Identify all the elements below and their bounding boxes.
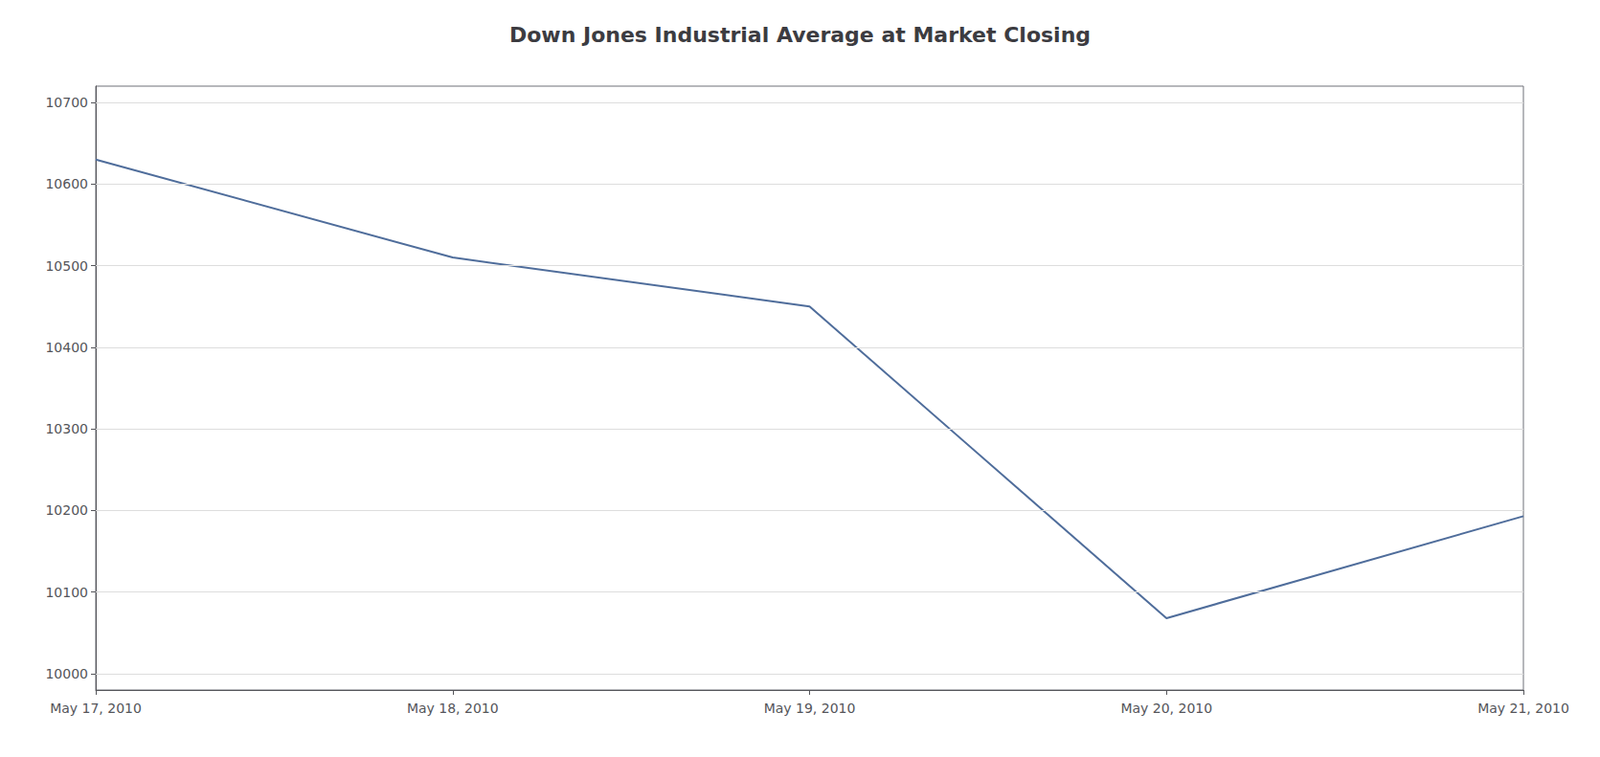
- svg-text:10400: 10400: [45, 339, 89, 356]
- svg-text:Down Jones Industrial Average: Down Jones Industrial Average at Market …: [509, 22, 1091, 47]
- svg-text:May 20, 2010: May 20, 2010: [1120, 700, 1213, 717]
- svg-text:10600: 10600: [45, 176, 89, 192]
- svg-text:10200: 10200: [45, 502, 89, 519]
- svg-text:10100: 10100: [45, 585, 89, 601]
- svg-text:May 17, 2010: May 17, 2010: [49, 700, 142, 717]
- svg-text:10500: 10500: [45, 258, 89, 274]
- svg-text:May 19, 2010: May 19, 2010: [764, 700, 857, 717]
- svg-text:May 21, 2010: May 21, 2010: [1477, 700, 1570, 717]
- svg-text:May 18, 2010: May 18, 2010: [406, 700, 499, 717]
- svg-text:10300: 10300: [45, 421, 89, 437]
- svg-text:10700: 10700: [45, 94, 89, 111]
- svg-text:10000: 10000: [45, 666, 89, 682]
